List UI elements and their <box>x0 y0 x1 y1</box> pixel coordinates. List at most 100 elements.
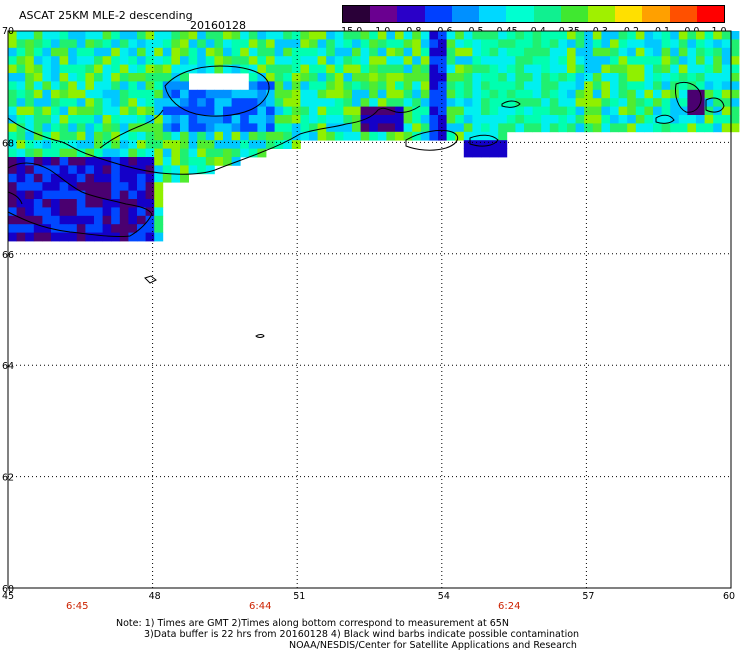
data-cell <box>85 89 95 99</box>
data-cell <box>68 115 78 124</box>
data-cell <box>601 64 611 74</box>
data-cell <box>119 73 129 82</box>
color-scale-swatch <box>615 6 643 22</box>
data-cell <box>661 123 671 133</box>
data-cell <box>162 115 172 124</box>
data-cell <box>696 31 705 40</box>
data-cell <box>274 47 284 57</box>
data-cell <box>111 47 121 57</box>
data-cell <box>558 56 568 65</box>
time-label-1: 6:45 <box>66 601 89 612</box>
coastline-island <box>675 81 702 113</box>
data-cell <box>128 56 138 65</box>
data-cell <box>549 73 559 82</box>
note-line-2: 3)Data buffer is 22 hrs from 20160128 4)… <box>144 629 580 640</box>
data-cell <box>498 56 508 65</box>
data-cell <box>635 39 645 49</box>
data-cell <box>25 39 35 49</box>
data-cell <box>644 56 654 65</box>
data-cell <box>661 106 671 116</box>
data-cell <box>601 73 611 82</box>
data-cell <box>102 73 112 82</box>
data-cell <box>429 64 439 74</box>
data-cell <box>412 81 422 91</box>
data-cell <box>283 73 293 82</box>
data-cell <box>8 173 17 183</box>
data-cell <box>455 131 465 141</box>
data-cell <box>257 73 267 82</box>
data-cell <box>42 207 52 217</box>
data-cell <box>635 98 645 107</box>
data-cell <box>76 98 86 107</box>
coastline-islet <box>255 334 265 338</box>
data-cell <box>610 64 619 74</box>
data-cell <box>653 106 662 116</box>
data-cell <box>377 106 387 116</box>
data-cell <box>171 73 181 82</box>
data-cell <box>51 232 60 242</box>
data-cell <box>102 148 112 158</box>
data-cell <box>610 89 619 99</box>
data-cell <box>317 123 327 133</box>
data-cell <box>274 106 284 116</box>
data-cell <box>704 64 714 74</box>
data-cell <box>197 56 207 65</box>
data-cell <box>154 165 164 175</box>
data-cell <box>455 106 465 116</box>
data-cell <box>601 98 611 107</box>
data-cell <box>154 207 164 217</box>
data-cell <box>16 89 26 99</box>
data-cell <box>309 89 318 99</box>
data-cell <box>524 56 533 65</box>
data-cell <box>463 56 473 65</box>
data-cell <box>403 56 413 65</box>
data-cell <box>111 182 121 191</box>
data-cell <box>575 31 585 40</box>
data-cell <box>214 39 224 49</box>
data-cell <box>429 131 439 141</box>
data-cell <box>403 31 413 40</box>
data-cell <box>601 56 611 65</box>
data-cell <box>8 31 17 40</box>
data-cell <box>541 115 551 124</box>
data-cell <box>137 73 146 82</box>
data-cell <box>266 89 275 99</box>
data-cell <box>653 115 662 124</box>
data-cell <box>154 106 164 116</box>
data-cell <box>438 47 447 57</box>
data-cell <box>248 81 258 91</box>
data-cell <box>257 64 267 74</box>
data-cell <box>25 64 35 74</box>
data-cell <box>76 173 86 183</box>
data-cell <box>386 131 396 141</box>
data-cell <box>68 140 78 149</box>
data-cell <box>678 39 688 49</box>
data-cell <box>76 115 86 124</box>
data-cell <box>137 182 146 191</box>
data-cell <box>463 31 473 40</box>
data-cell <box>214 89 224 99</box>
data-cell <box>481 89 490 99</box>
data-cell <box>128 115 138 124</box>
data-cell <box>266 73 275 82</box>
data-cell <box>472 123 482 133</box>
data-cell <box>68 190 78 200</box>
data-cell <box>8 140 17 149</box>
data-cell <box>59 157 69 166</box>
coastline-mainland <box>7 105 421 175</box>
data-cell <box>678 56 688 65</box>
data-cell <box>309 31 318 40</box>
data-cell <box>481 98 490 107</box>
data-cell <box>584 64 594 74</box>
data-cell <box>51 73 60 82</box>
data-cell <box>438 115 447 124</box>
data-cell <box>343 56 353 65</box>
data-cell <box>309 81 318 91</box>
data-cell <box>145 232 155 242</box>
data-cell <box>575 39 585 49</box>
data-cell <box>231 64 241 74</box>
data-cell <box>68 89 78 99</box>
data-cell <box>102 165 112 175</box>
data-cell <box>68 224 78 233</box>
data-cell <box>145 123 155 133</box>
